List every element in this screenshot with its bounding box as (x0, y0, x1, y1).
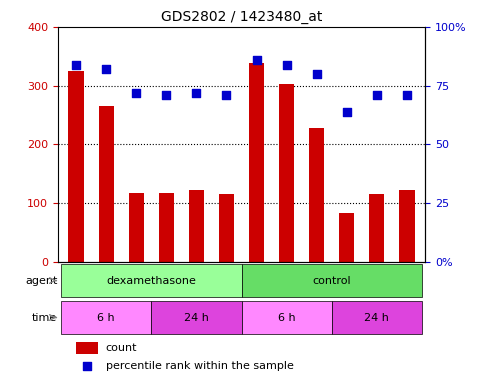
Bar (309, 128, 324, 262)
FancyBboxPatch shape (61, 301, 151, 334)
Bar (369, 194, 384, 262)
Point (283, 61, 290, 68)
Bar (279, 84, 294, 262)
FancyBboxPatch shape (332, 301, 422, 334)
FancyBboxPatch shape (61, 264, 242, 297)
Text: agent: agent (25, 276, 57, 286)
Point (223, 92, 230, 98)
Point (102, 66, 110, 72)
Point (403, 92, 411, 98)
Bar (99, 106, 114, 262)
Text: 24 h: 24 h (184, 313, 209, 323)
Text: count: count (106, 343, 137, 353)
Point (132, 90, 140, 96)
Point (373, 92, 381, 98)
Point (343, 108, 351, 114)
Bar (189, 190, 204, 262)
Point (193, 90, 200, 96)
Text: dexamethasone: dexamethasone (106, 276, 196, 286)
FancyBboxPatch shape (242, 301, 332, 334)
Text: 6 h: 6 h (97, 313, 115, 323)
Bar (399, 190, 414, 262)
Text: time: time (32, 313, 57, 323)
Point (162, 92, 170, 98)
Bar (339, 213, 355, 262)
Point (313, 71, 321, 77)
Point (253, 57, 260, 63)
Title: GDS2802 / 1423480_at: GDS2802 / 1423480_at (161, 10, 322, 25)
Bar (69, 71, 84, 262)
Point (72, 61, 80, 68)
Bar (219, 194, 234, 262)
Bar (128, 193, 144, 262)
Text: control: control (313, 276, 351, 286)
Text: 6 h: 6 h (278, 313, 296, 323)
Text: percentile rank within the sample: percentile rank within the sample (106, 361, 294, 371)
FancyBboxPatch shape (151, 301, 242, 334)
Bar (76, 342, 99, 354)
Bar (159, 193, 174, 262)
Bar (249, 63, 264, 262)
Text: 24 h: 24 h (365, 313, 389, 323)
FancyBboxPatch shape (242, 264, 422, 297)
